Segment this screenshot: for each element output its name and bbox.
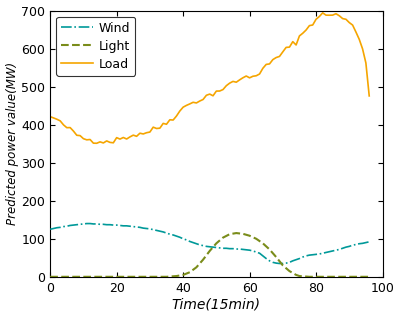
Legend: Wind, Light, Load: Wind, Light, Load bbox=[56, 17, 136, 76]
Light bbox=[240, 232, 245, 236]
Load bbox=[48, 115, 52, 119]
Light bbox=[114, 275, 119, 279]
Light bbox=[64, 275, 69, 279]
X-axis label: Time(15min): Time(15min) bbox=[172, 297, 261, 311]
Load bbox=[297, 34, 302, 38]
Light bbox=[247, 234, 252, 238]
Light bbox=[297, 274, 302, 278]
Load bbox=[58, 119, 62, 123]
Line: Load: Load bbox=[50, 13, 369, 143]
Light bbox=[330, 275, 335, 279]
Wind bbox=[48, 227, 52, 231]
Light bbox=[181, 273, 186, 277]
Wind bbox=[211, 245, 216, 249]
Light bbox=[254, 237, 259, 241]
Wind bbox=[58, 225, 62, 229]
Wind bbox=[84, 222, 89, 225]
Light bbox=[174, 274, 179, 278]
Load bbox=[367, 94, 372, 98]
Wind bbox=[71, 223, 76, 227]
Light bbox=[201, 258, 206, 262]
Light bbox=[267, 248, 272, 251]
Load bbox=[234, 80, 239, 84]
Light bbox=[214, 242, 219, 245]
Wind bbox=[300, 255, 305, 259]
Light bbox=[131, 275, 136, 279]
Wind bbox=[234, 247, 239, 251]
Light bbox=[234, 231, 239, 235]
Light bbox=[220, 236, 225, 240]
Light bbox=[48, 275, 52, 279]
Light bbox=[98, 275, 102, 279]
Y-axis label: Predicted power value(MW): Predicted power value(MW) bbox=[6, 62, 18, 225]
Light bbox=[207, 249, 212, 253]
Wind bbox=[367, 240, 372, 244]
Light bbox=[280, 263, 285, 267]
Light bbox=[260, 242, 265, 245]
Light bbox=[294, 273, 298, 277]
Load bbox=[134, 134, 139, 138]
Light bbox=[148, 275, 152, 279]
Light bbox=[367, 275, 372, 279]
Light bbox=[274, 255, 278, 259]
Light bbox=[347, 275, 352, 279]
Light bbox=[187, 270, 192, 274]
Line: Wind: Wind bbox=[50, 223, 369, 263]
Light bbox=[314, 275, 318, 279]
Load bbox=[320, 11, 325, 15]
Light bbox=[164, 275, 169, 279]
Load bbox=[211, 94, 216, 98]
Load bbox=[71, 129, 76, 133]
Light bbox=[287, 269, 292, 273]
Wind bbox=[134, 225, 139, 229]
Light bbox=[307, 275, 312, 279]
Wind bbox=[277, 262, 282, 265]
Light bbox=[227, 232, 232, 236]
Line: Light: Light bbox=[50, 233, 369, 277]
Load bbox=[94, 141, 99, 145]
Light bbox=[194, 265, 199, 269]
Light bbox=[81, 275, 86, 279]
